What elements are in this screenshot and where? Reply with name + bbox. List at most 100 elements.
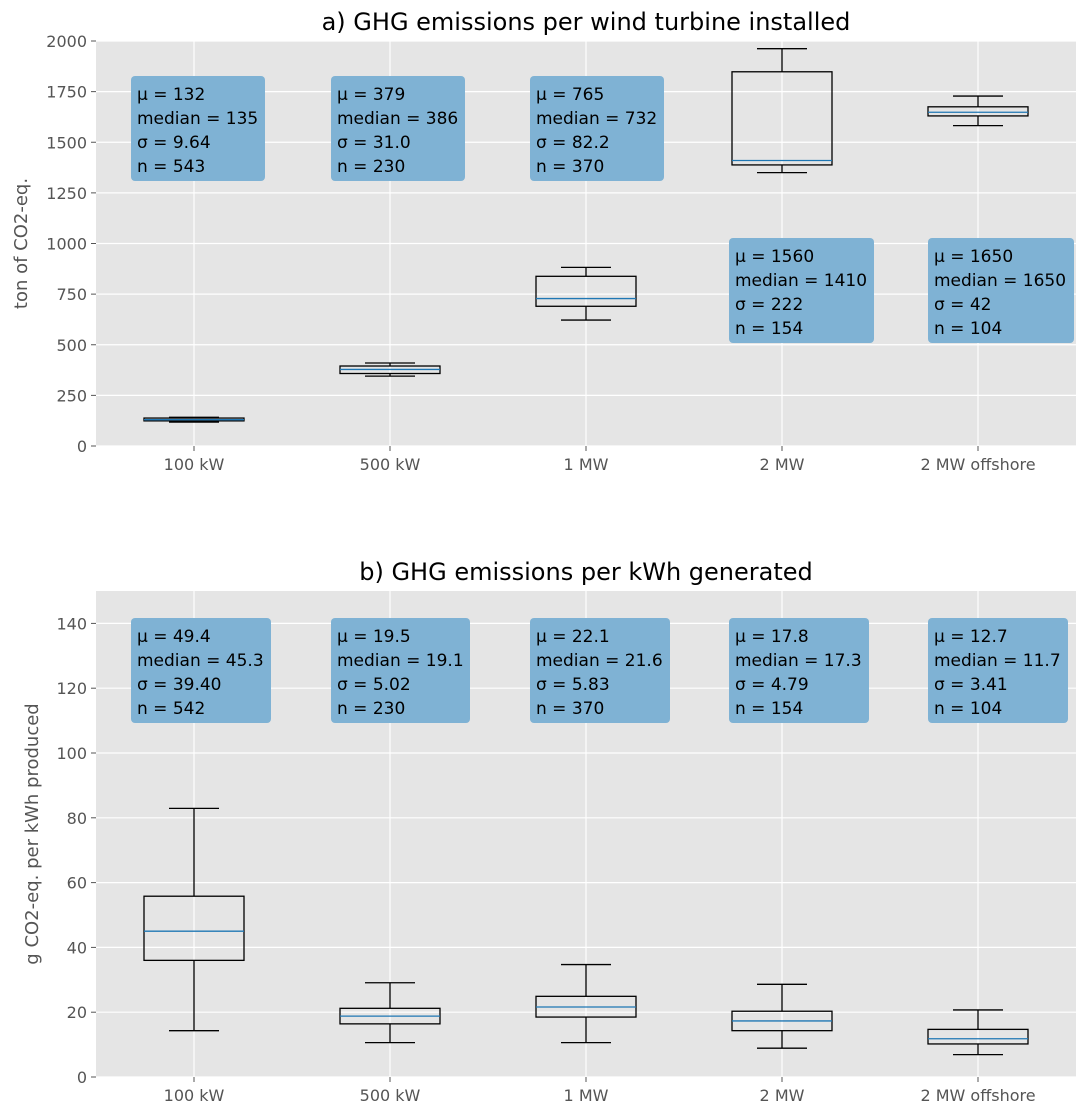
stats-annotation-0: μ = 49.4 median = 45.3 σ = 39.40 n = 542 (131, 618, 271, 723)
y-tick-label: 1000 (46, 235, 87, 254)
stats-line: median = 11.7 (934, 651, 1061, 671)
x-tick-label: 100 kW (164, 1086, 225, 1105)
stats-line: σ = 5.83 (536, 675, 610, 695)
stats-box (131, 76, 265, 181)
stats-line: median = 19.1 (337, 651, 464, 671)
stats-line: σ = 222 (735, 295, 803, 315)
y-tick-label: 20 (67, 1003, 87, 1022)
stats-line: median = 1410 (735, 271, 867, 291)
box-1 (339, 982, 441, 1044)
x-tick-label: 2 MW offshore (920, 1086, 1035, 1105)
stats-line: σ = 4.79 (735, 675, 809, 695)
stats-line: n = 230 (337, 157, 405, 177)
x-tick-label: 500 kW (360, 1086, 421, 1105)
stats-line: μ = 19.5 (337, 627, 411, 647)
box-0 (143, 416, 245, 423)
iqr-box (731, 71, 833, 166)
iqr-box (927, 1028, 1029, 1045)
box-3 (731, 48, 833, 174)
x-tick-label: 2 MW (760, 1086, 805, 1105)
stats-line: μ = 379 (337, 85, 405, 105)
stats-annotation-1: μ = 19.5 median = 19.1 σ = 5.02 n = 230 (331, 618, 470, 723)
stats-annotation-0: μ = 132 median = 135 σ = 9.64 n = 543 (131, 76, 265, 181)
box-2 (535, 266, 637, 321)
stats-line: n = 230 (337, 699, 405, 719)
x-tick-label: 2 MW offshore (920, 455, 1035, 474)
x-tick-label: 500 kW (360, 455, 421, 474)
y-tick-label: 140 (56, 614, 87, 633)
stats-box (530, 618, 670, 723)
stats-line: n = 104 (934, 319, 1002, 339)
stats-line: σ = 9.64 (137, 133, 211, 153)
stats-line: σ = 3.41 (934, 675, 1008, 695)
stats-line: median = 17.3 (735, 651, 862, 671)
y-tick-label: 1750 (46, 83, 87, 102)
box-2 (535, 963, 637, 1044)
stats-line: σ = 5.02 (337, 675, 411, 695)
box-4 (927, 1009, 1029, 1056)
y-tick-label: 250 (56, 386, 87, 405)
stats-line: median = 21.6 (536, 651, 663, 671)
box-3 (731, 983, 833, 1049)
stats-line: n = 543 (137, 157, 205, 177)
stats-box (530, 76, 664, 181)
stats-line: median = 135 (137, 109, 258, 129)
y-tick-label: 100 (56, 744, 87, 763)
stats-annotation-2: μ = 22.1 median = 21.6 σ = 5.83 n = 370 (530, 618, 670, 723)
chart-title: b) GHG emissions per kWh generated (359, 558, 813, 586)
stats-line: μ = 17.8 (735, 627, 809, 647)
y-axis-label: ton of CO2-eq. (11, 178, 32, 309)
chart-panel-b: 0 20 40 60 80 100 120 140 100 kW 500 kW 1 MW 2 MW 2 … (22, 558, 1076, 1105)
x-tick-label: 1 MW (564, 455, 609, 474)
stats-line: median = 386 (337, 109, 458, 129)
stats-box (729, 618, 869, 723)
x-tick-label: 100 kW (164, 455, 225, 474)
stats-box (729, 238, 874, 343)
y-tick-label: 2000 (46, 32, 87, 51)
stats-box (928, 238, 1074, 343)
chart-title: a) GHG emissions per wind turbine instal… (322, 8, 851, 36)
y-tick-label: 60 (67, 874, 87, 893)
stats-line: σ = 39.40 (137, 675, 222, 695)
x-tick-label: 2 MW (760, 455, 805, 474)
stats-annotation-3: μ = 17.8 median = 17.3 σ = 4.79 n = 154 (729, 618, 869, 723)
iqr-box (143, 895, 245, 962)
y-axis-label: g CO2-eq. per kWh produced (22, 703, 43, 964)
chart-panel-a: 0 250 500 750 1000 1250 1500 1750 2000 100 kW 500 … (11, 8, 1076, 474)
y-tick-label: 0 (77, 1068, 87, 1087)
y-tick-label: 1250 (46, 184, 87, 203)
stats-line: n = 370 (536, 699, 604, 719)
stats-annotation-2: μ = 765 median = 732 σ = 82.2 n = 370 (530, 76, 664, 181)
stats-line: σ = 82.2 (536, 133, 610, 153)
stats-box (928, 618, 1068, 723)
y-tick-label: 80 (67, 809, 87, 828)
stats-line: μ = 1650 (934, 247, 1013, 267)
stats-annotation-4: μ = 12.7 median = 11.7 σ = 3.41 n = 104 (928, 618, 1068, 723)
y-tick-label: 1500 (46, 133, 87, 152)
y-tick-label: 0 (77, 437, 87, 456)
y-tick-label: 500 (56, 336, 87, 355)
stats-line: n = 154 (735, 699, 803, 719)
stats-line: μ = 22.1 (536, 627, 610, 647)
iqr-box (535, 275, 637, 307)
stats-line: median = 732 (536, 109, 657, 129)
stats-line: n = 542 (137, 699, 205, 719)
stats-line: σ = 31.0 (337, 133, 411, 153)
stats-line: n = 370 (536, 157, 604, 177)
stats-box (331, 76, 465, 181)
stats-line: n = 154 (735, 319, 803, 339)
stats-annotation-3: μ = 1560 median = 1410 σ = 222 n = 154 (729, 238, 874, 343)
y-tick-label: 750 (56, 285, 87, 304)
y-tick-label: 120 (56, 679, 87, 698)
stats-line: median = 1650 (934, 271, 1066, 291)
stats-line: μ = 132 (137, 85, 205, 105)
stats-annotation-1: μ = 379 median = 386 σ = 31.0 n = 230 (331, 76, 465, 181)
stats-annotation-4: μ = 1650 median = 1650 σ = 42 n = 104 (928, 238, 1074, 343)
iqr-box (927, 106, 1029, 117)
box-1 (339, 362, 441, 377)
stats-line: σ = 42 (934, 295, 991, 315)
stats-line: n = 104 (934, 699, 1002, 719)
stats-line: median = 45.3 (137, 651, 264, 671)
stats-line: μ = 765 (536, 85, 604, 105)
